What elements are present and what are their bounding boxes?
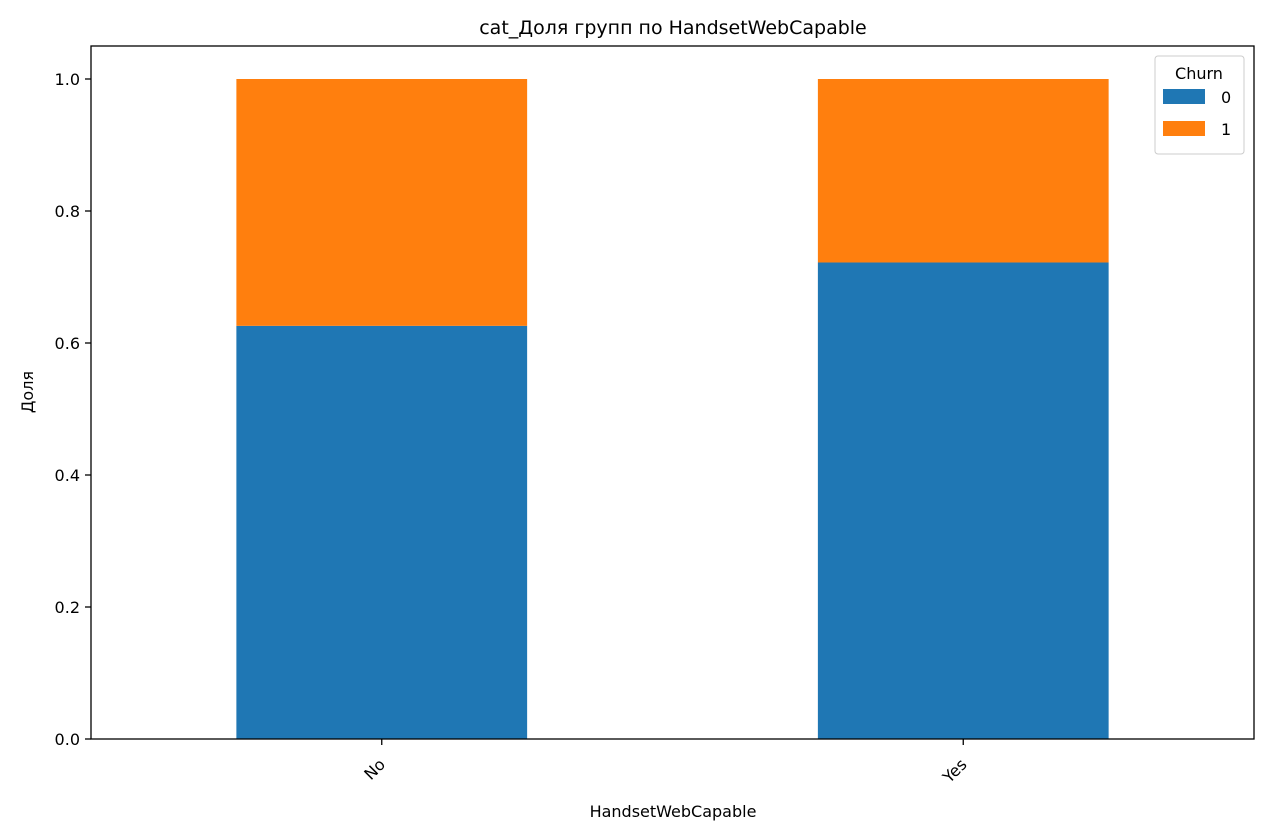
legend-title: Churn <box>1175 64 1223 83</box>
bars-layer <box>236 79 1109 739</box>
plot-frame <box>90 45 1255 740</box>
y-axis-label: Доля <box>18 371 37 413</box>
y-tick-label: 0.4 <box>55 466 80 485</box>
legend-swatch-0 <box>1163 89 1205 104</box>
y-tick-label: 0.2 <box>55 598 80 617</box>
x-axis-label: HandsetWebCapable <box>590 802 757 821</box>
bar-yes-churn-0 <box>817 262 1109 739</box>
y-tick-label: 0.8 <box>55 202 80 221</box>
x-axis: No Yes <box>360 739 971 787</box>
legend-label-1: 1 <box>1221 120 1231 139</box>
chart-title: cat_Доля групп по HandsetWebCapable <box>479 17 867 39</box>
y-tick-label: 0.6 <box>55 334 80 353</box>
bar-no-churn-1 <box>236 79 528 326</box>
y-tick-label: 1.0 <box>55 70 80 89</box>
legend-label-0: 0 <box>1221 88 1231 107</box>
x-tick-label-no: No <box>360 755 389 784</box>
y-tick-label: 0.0 <box>55 730 80 749</box>
legend-swatch-1 <box>1163 121 1205 136</box>
bar-yes-churn-1 <box>817 79 1109 263</box>
x-tick-label-yes: Yes <box>938 755 970 787</box>
bar-no-churn-0 <box>236 325 528 739</box>
y-axis: 0.0 0.2 0.4 0.6 0.8 1.0 <box>55 70 91 749</box>
legend-items: 01 <box>1163 88 1231 139</box>
legend: Churn 01 <box>1154 55 1245 155</box>
